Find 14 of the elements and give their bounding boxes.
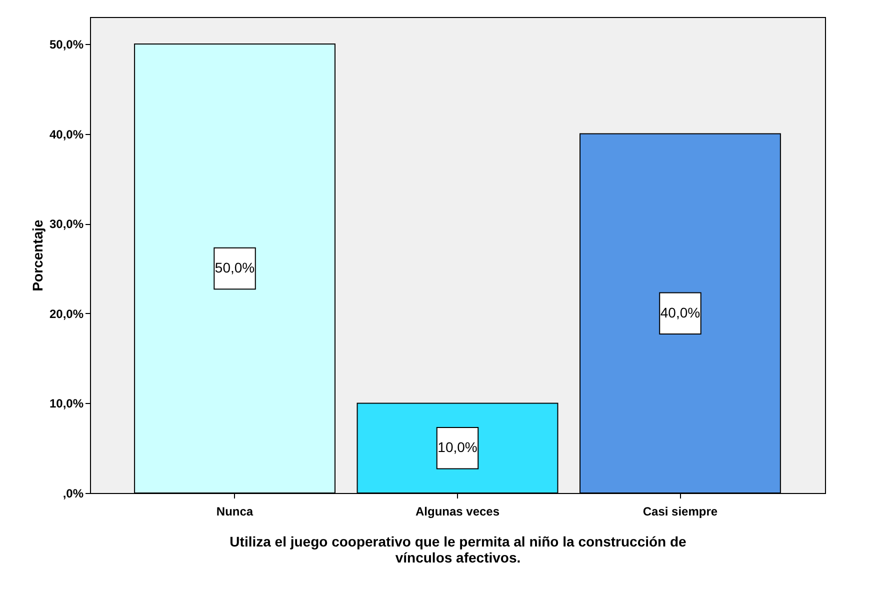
x-tick-label: Algunas veces	[415, 504, 500, 518]
y-axis-title: Porcentaje	[29, 219, 46, 292]
x-tick-label: Nunca	[216, 504, 254, 518]
y-tick-label: 50,0%	[49, 37, 84, 52]
y-tick-label: 20,0%	[49, 306, 84, 321]
data-label: 10,0%	[438, 439, 478, 456]
data-label: 50,0%	[214, 259, 255, 276]
y-tick-label: 40,0%	[49, 127, 84, 142]
x-tick-label: Casi siempre	[642, 504, 718, 518]
y-tick-label: 10,0%	[49, 396, 84, 411]
y-tick-label: 30,0%	[49, 217, 84, 232]
y-tick-label: ,0%	[62, 486, 84, 500]
x-axis-title: Utiliza el juego cooperativo que le permita al niño la construcción de vínculos afectivos.	[230, 534, 687, 566]
data-label: 40,0%	[660, 304, 700, 320]
